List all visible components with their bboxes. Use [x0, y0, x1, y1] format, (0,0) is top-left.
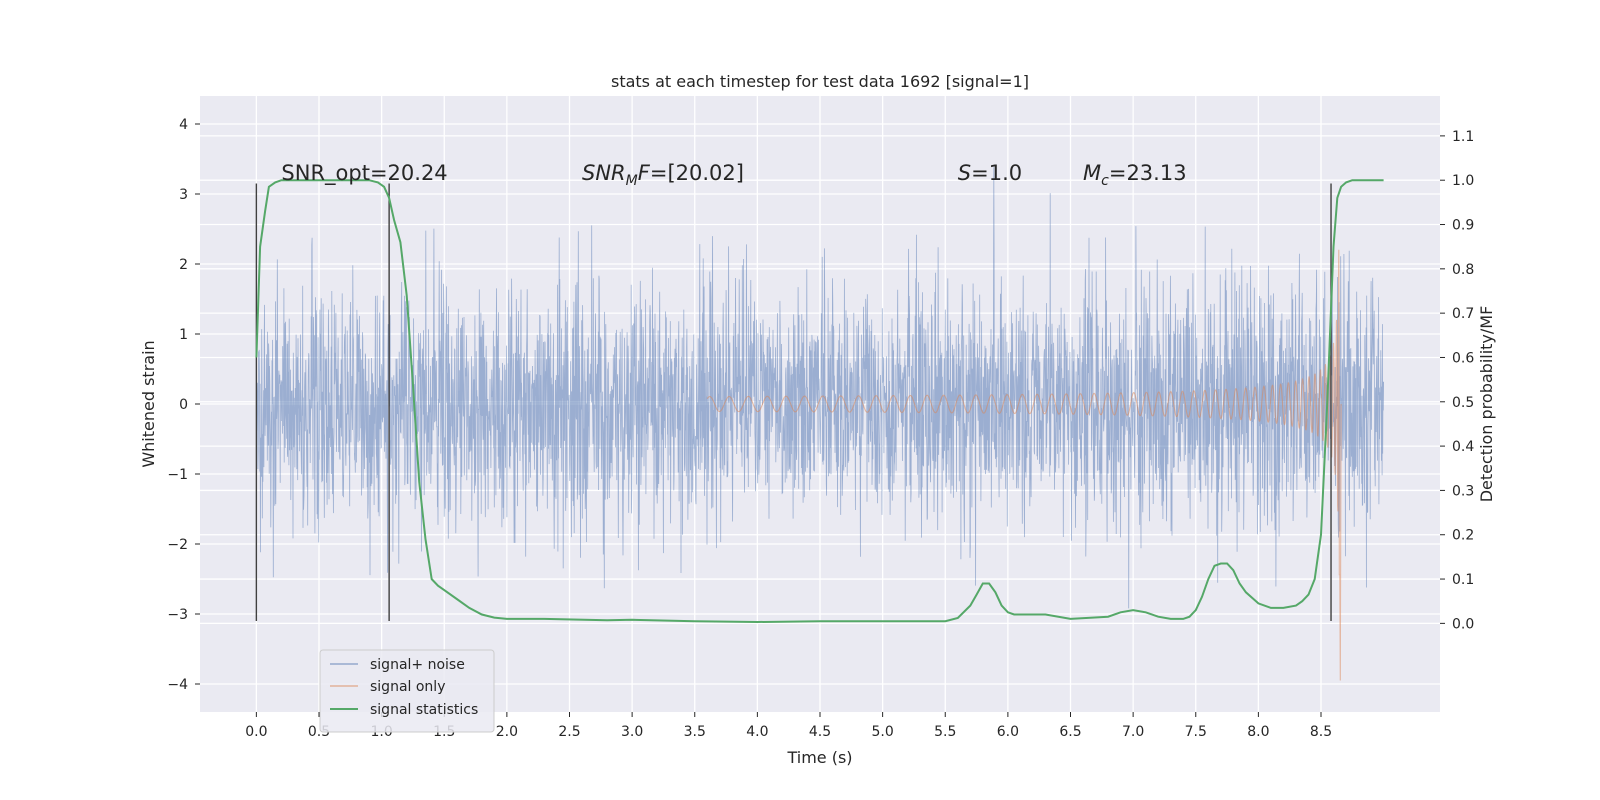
y-right-tick-label-1: 1.0 — [1452, 173, 1474, 189]
x-tick-label-14: 7.0 — [1122, 724, 1144, 740]
y-right-tick-label-0: 1.1 — [1452, 129, 1474, 145]
annotation-1-part-3: =[20.02] — [650, 161, 744, 185]
y-right-tick-label-4: 0.7 — [1452, 306, 1474, 322]
plot-area — [255, 167, 1384, 681]
annotation-1-part-2: F — [638, 161, 651, 185]
y-left-tick-label-4: 0 — [179, 397, 188, 413]
signal-plus-noise-line — [256, 167, 1384, 609]
x-tick-label-8: 4.0 — [746, 724, 768, 740]
x-tick-label-11: 5.5 — [934, 724, 956, 740]
y-right-tick-label-7: 0.4 — [1452, 439, 1474, 455]
y-axis-label-right: Detection probability/MF — [1477, 306, 1496, 503]
x-axis-ticks: 0.00.51.01.52.02.53.03.54.04.55.05.56.06… — [245, 712, 1332, 740]
y-right-tick-label-8: 0.3 — [1452, 483, 1474, 499]
y-left-tick-label-6: −2 — [167, 537, 188, 553]
x-tick-label-16: 8.0 — [1247, 724, 1269, 740]
y-right-tick-label-6: 0.5 — [1452, 395, 1474, 411]
y-gridlines — [200, 123, 1440, 685]
y-left-tick-label-1: 3 — [179, 187, 188, 203]
annotation-0: SNR_opt=20.24 — [281, 161, 447, 186]
legend-label-signal-statistics: signal statistics — [370, 702, 478, 718]
right-axis-ticks: 1.1 1.0 0.9 0.8 0.7 0.6 0.5 0.4 0.3 0.2 0.1 0.0 — [1440, 129, 1474, 632]
signal-only-line — [706, 249, 1342, 681]
annotation-1-part-1: M — [626, 173, 638, 189]
annotations: SNR_opt=20.24 SNRMF=[20.02] S=1.0 Mc=23.13 — [281, 161, 1186, 189]
x-tick-label-5: 2.5 — [558, 724, 580, 740]
annotation-3: Mc=23.13 — [1083, 161, 1187, 189]
left-axis-ticks: 4 3 2 1 0 −1 −2 −3 −4 — [167, 117, 200, 693]
x-tick-label-6: 3.0 — [621, 724, 643, 740]
chart-title: stats at each timestep for test data 169… — [611, 72, 1029, 91]
x-tick-label-7: 3.5 — [684, 724, 706, 740]
legend-box — [319, 649, 495, 733]
legend: signal+ noise signal only signal statist… — [319, 649, 495, 733]
annotation-2-part-1: =1.0 — [971, 161, 1022, 185]
y-right-tick-label-11: 0.0 — [1452, 616, 1474, 632]
annotation-0-part-0: SNR_opt=20.24 — [281, 161, 447, 186]
y-left-tick-label-5: −1 — [167, 467, 188, 483]
y-left-tick-label-3: 1 — [179, 327, 188, 343]
annotation-3-part-2: =23.13 — [1109, 161, 1187, 185]
annotation-2: S=1.0 — [958, 161, 1022, 185]
y-right-tick-label-9: 0.2 — [1452, 528, 1474, 544]
x-axis-label: Time (s) — [786, 748, 852, 767]
annotation-3-part-0: M — [1083, 161, 1101, 185]
y-axis-label-left: Whitened strain — [139, 340, 158, 467]
y-left-tick-label-0: 4 — [179, 117, 188, 133]
legend-label-signal-only: signal only — [370, 679, 445, 695]
y-right-tick-label-10: 0.1 — [1452, 572, 1474, 588]
y-left-tick-label-7: −3 — [167, 607, 188, 623]
annotation-1-part-0: SNR — [582, 161, 626, 185]
x-tick-label-17: 8.5 — [1310, 724, 1332, 740]
x-tick-label-13: 6.5 — [1059, 724, 1081, 740]
y-right-tick-label-5: 0.6 — [1452, 350, 1474, 366]
x-tick-label-4: 2.0 — [496, 724, 518, 740]
annotation-3-part-1: c — [1101, 173, 1109, 189]
signal-statistics-line — [255, 179, 1384, 624]
x-tick-label-10: 5.0 — [871, 724, 893, 740]
annotation-1: SNRMF=[20.02] — [582, 161, 744, 189]
y-left-tick-label-2: 2 — [179, 257, 188, 273]
annotation-2-part-0: S — [958, 161, 971, 185]
legend-label-signal-plus-noise: signal+ noise — [370, 657, 465, 673]
y-right-tick-label-2: 0.9 — [1452, 218, 1474, 234]
y-left-tick-label-8: −4 — [167, 677, 188, 693]
x-tick-label-0: 0.0 — [245, 724, 267, 740]
vertical-markers — [255, 183, 1332, 621]
y-right-tick-label-3: 0.8 — [1452, 262, 1474, 278]
x-tick-label-15: 7.5 — [1185, 724, 1207, 740]
x-tick-label-9: 4.5 — [809, 724, 831, 740]
x-tick-label-12: 6.0 — [997, 724, 1019, 740]
